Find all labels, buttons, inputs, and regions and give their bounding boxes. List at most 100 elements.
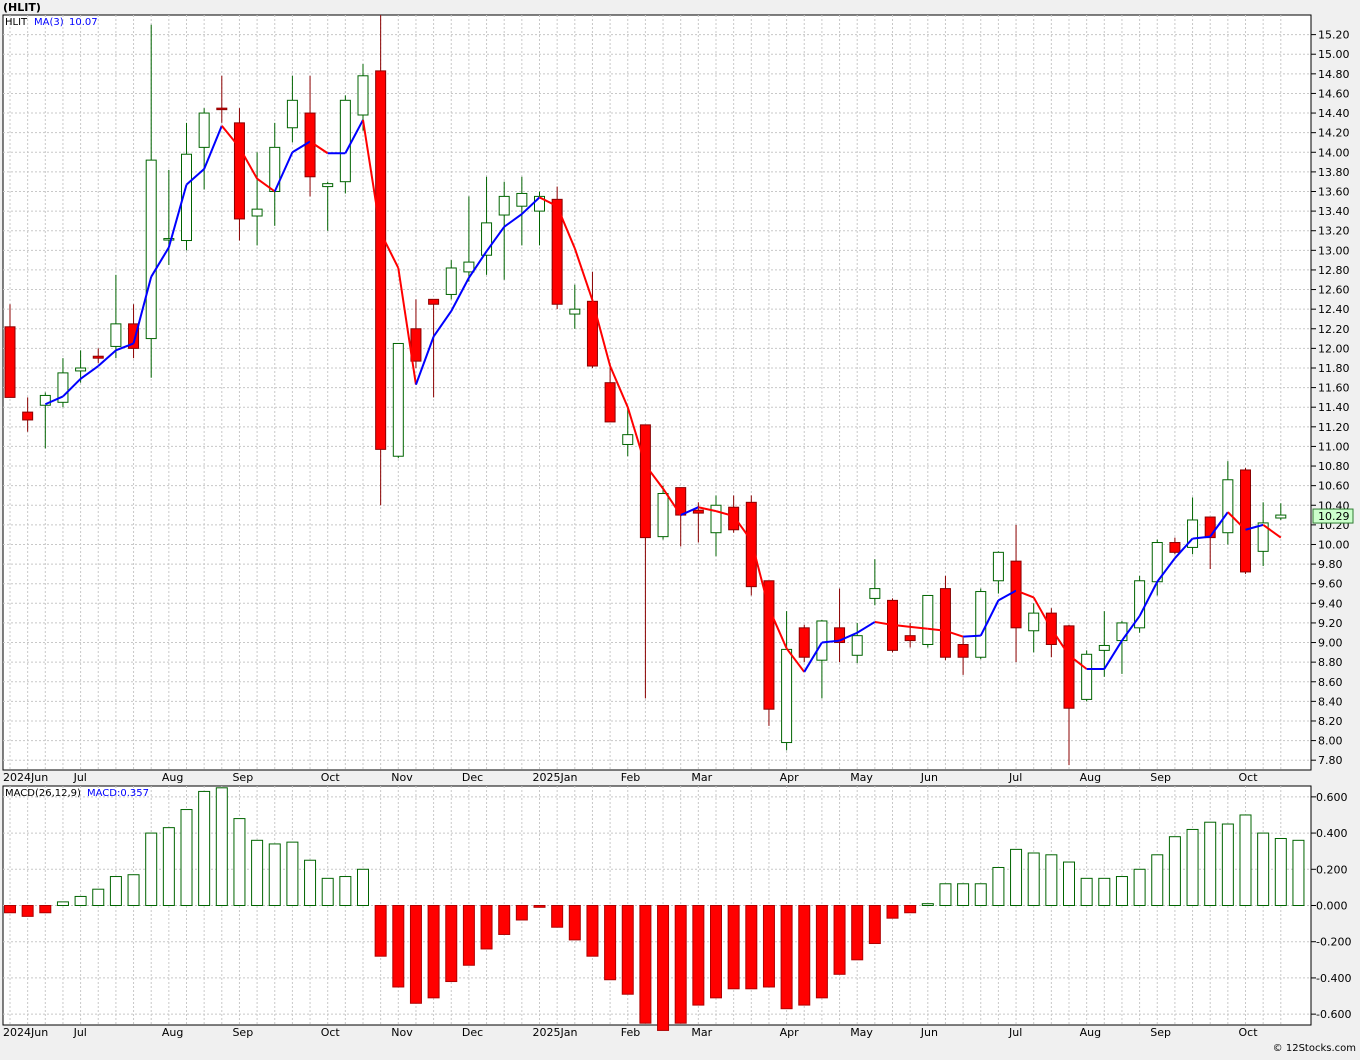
ma-segment <box>503 213 523 228</box>
macd-bar-positive <box>198 790 211 907</box>
candle-up <box>992 551 1004 594</box>
ma-segment <box>203 125 223 170</box>
candle-down <box>728 495 740 533</box>
candle-down <box>604 363 616 423</box>
macd-bar-positive <box>180 809 193 907</box>
candle-body <box>128 323 140 349</box>
candle-down <box>128 304 140 359</box>
price-y-tick-label: 10.00 <box>1318 538 1350 551</box>
candle-up <box>463 196 475 282</box>
candle-down <box>92 348 104 364</box>
candle-up <box>251 152 263 246</box>
ma-segment <box>997 589 1017 602</box>
macd-y-tick-label: -0.600 <box>1316 1008 1351 1021</box>
macd-x-tick-label: Oct <box>1239 1026 1259 1039</box>
macd-bar-negative <box>904 905 917 914</box>
price-y-tick-label: 11.60 <box>1318 382 1350 395</box>
ma-segment <box>979 599 1000 637</box>
candle-down <box>763 580 775 726</box>
macd-bar-negative <box>780 905 793 1010</box>
ma-segment <box>839 631 858 642</box>
macd-bar-negative <box>392 905 405 988</box>
ma-segment <box>662 488 682 516</box>
price-legend-ma-value: 10.07 <box>69 17 98 28</box>
candle-body <box>1116 622 1128 642</box>
macd-y-tick-label: 0.600 <box>1316 791 1348 804</box>
ma-segment <box>715 510 734 518</box>
candle-body <box>39 394 51 406</box>
price-x-tick-label: Jul <box>73 771 87 784</box>
macd-legend-name: MACD(26,12,9) <box>5 788 81 799</box>
ma-segment <box>698 506 717 513</box>
price-y-tick-label: 9.80 <box>1318 558 1343 571</box>
candle-body <box>57 372 69 403</box>
candle-down <box>834 588 846 663</box>
macd-bar-negative <box>745 905 758 990</box>
price-y-tick-label: 14.20 <box>1318 127 1350 140</box>
macd-x-tick-label: Jun <box>920 1026 938 1039</box>
ma-segment <box>556 205 576 249</box>
macd-bar-positive <box>921 903 934 906</box>
price-y-tick-label: 9.00 <box>1318 637 1343 650</box>
macd-bar-positive <box>286 841 299 906</box>
price-y-tick-label: 13.00 <box>1318 244 1350 257</box>
candle-body <box>639 424 651 539</box>
ma-segment <box>150 246 170 278</box>
candle-up <box>392 342 404 459</box>
macd-bar-positive <box>1186 828 1199 906</box>
candle-up <box>445 260 457 300</box>
candle-body <box>1010 560 1022 629</box>
price-x-tick-label: Sep <box>1150 771 1171 784</box>
ma-segment <box>238 146 258 180</box>
candle-body <box>339 99 351 183</box>
candle-body <box>534 195 545 212</box>
price-legend-ma: MA(3) <box>34 17 64 28</box>
candle-body <box>816 620 828 661</box>
price-x-tick-label: Feb <box>621 771 640 784</box>
price-y-tick-label: 7.80 <box>1318 754 1343 767</box>
macd-bar-positive <box>357 868 369 907</box>
macd-bar-negative <box>374 905 387 957</box>
macd-x-tick-label: Oct <box>321 1026 341 1039</box>
macd-x-tick-label: 2025Jan <box>533 1026 578 1039</box>
ma-segment <box>539 196 558 208</box>
candle-down <box>692 502 704 543</box>
macd-x-tick-label: Feb <box>621 1026 640 1039</box>
candle-down <box>233 108 245 241</box>
ma-segment <box>644 464 664 490</box>
candle-down <box>22 397 34 432</box>
price-x-tick-label: 2024Jun <box>3 771 48 784</box>
ma-segment <box>1245 523 1264 531</box>
macd-bar-positive <box>92 888 105 906</box>
candle-body <box>622 434 634 445</box>
ma-segment <box>785 647 806 673</box>
ma-segment <box>910 625 928 630</box>
price-y-tick-label: 9.20 <box>1318 617 1343 630</box>
candle-body <box>710 504 722 534</box>
ma-segment <box>591 300 612 367</box>
candle-up <box>110 274 122 359</box>
macd-bar-negative <box>815 905 828 999</box>
ma-segment <box>1050 628 1070 656</box>
macd-y-tick-label: 0.200 <box>1316 863 1348 876</box>
price-x-tick-label: Jul <box>1008 771 1022 784</box>
candle-body <box>445 267 457 295</box>
macd-bar-positive <box>1045 854 1058 907</box>
ma-segment <box>680 506 699 516</box>
axis-labels: 7.80 8.00 8.20 8.40 8.60 8.80 9.00 9.20 9.40 9.60… <box>3 29 1354 1039</box>
price-y-tick-label: 8.00 <box>1318 735 1343 748</box>
macd-bar-positive <box>304 859 317 907</box>
ma-segment <box>892 623 911 628</box>
candle-up <box>286 75 298 143</box>
candle-body <box>1169 542 1181 553</box>
macd-bar-negative <box>480 905 493 950</box>
ma-segment <box>821 639 840 644</box>
candle-body <box>763 580 775 710</box>
price-x-tick-label: Jun <box>920 771 938 784</box>
macd-x-tick-label: Jul <box>1008 1026 1022 1039</box>
moving-average-line <box>44 119 1282 673</box>
macd-y-tick-label: 0.400 <box>1316 827 1348 840</box>
candle-up <box>1222 461 1234 545</box>
macd-x-tick-label: Sep <box>232 1026 253 1039</box>
